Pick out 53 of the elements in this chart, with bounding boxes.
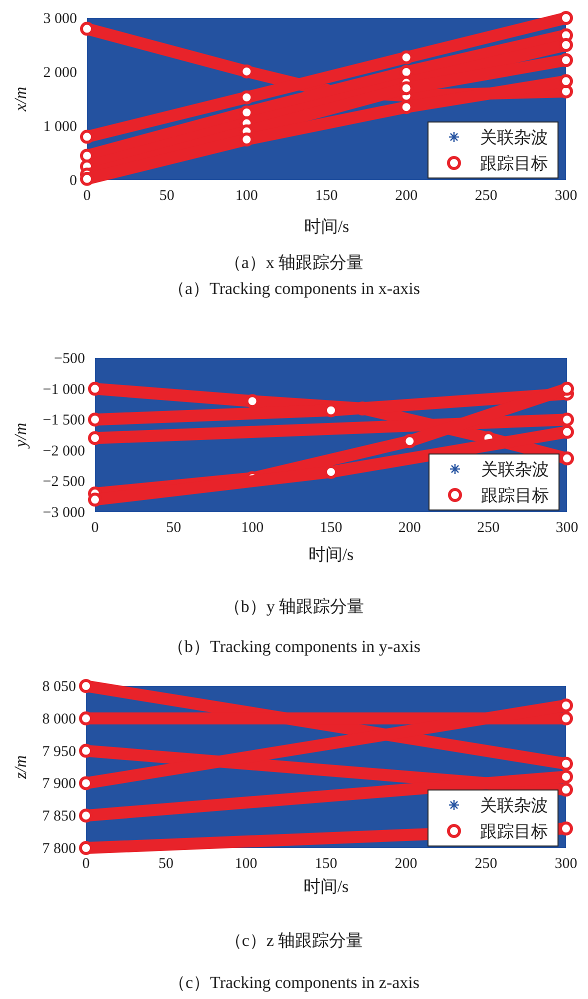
y-tick-label: −2 500 xyxy=(42,474,85,490)
legend-label: 跟踪目标 xyxy=(481,486,549,505)
x-tick-label: 200 xyxy=(395,188,418,204)
text: （a）Tracking components in x-axis xyxy=(168,279,420,298)
y-tick-label: 7 800 xyxy=(42,841,76,857)
text: （c）Tracking components in z-axis xyxy=(168,973,420,992)
x-tick-label: 150 xyxy=(314,856,338,872)
band-label: 关联杂波 xyxy=(480,796,548,815)
x-tick-label: 200 xyxy=(398,520,421,536)
x-tick-label: 50 xyxy=(159,188,174,204)
text: （c）z 轴跟踪分量 xyxy=(224,931,364,950)
y-axis-title: z/m xyxy=(11,755,30,780)
y-axis-title: y/m xyxy=(11,422,30,450)
x-tick-label: 250 xyxy=(474,856,498,872)
x-tick-label: 0 xyxy=(91,520,99,536)
x-axis-title: 时间/s xyxy=(303,877,349,896)
y-tick-label: −500 xyxy=(54,351,85,367)
y-tick-label: 7 950 xyxy=(42,744,76,760)
y-tick-label: 8 050 xyxy=(42,679,76,695)
y-axis-title: x/m xyxy=(11,86,30,112)
y-tick-label: 3 000 xyxy=(43,11,77,27)
legend-label: 跟踪目标 xyxy=(480,154,548,173)
y-tick-label: −3 000 xyxy=(42,505,85,521)
x-tick-label: 300 xyxy=(554,188,578,204)
x-tick-label: 250 xyxy=(477,520,500,536)
x-tick-label: 100 xyxy=(235,188,258,204)
y-tick-label: 8 000 xyxy=(42,711,76,728)
x-axis-title: 时间/s xyxy=(304,217,350,236)
text: （a）x 轴跟踪分量 xyxy=(224,253,364,272)
x-tick-label: 50 xyxy=(166,520,182,536)
legend-label: 跟踪目标 xyxy=(480,822,548,841)
x-tick-label: 100 xyxy=(234,856,258,872)
x-tick-label: 50 xyxy=(158,856,174,872)
y-tick-label: 2 000 xyxy=(43,65,77,81)
x-tick-label: 250 xyxy=(474,188,498,204)
x-tick-label: 300 xyxy=(554,856,578,872)
band-label: 关联杂波 xyxy=(480,128,548,147)
y-tick-label: −1 000 xyxy=(42,382,85,398)
text: （b）y 轴跟踪分量 xyxy=(224,597,364,616)
y-tick-label: −1 500 xyxy=(42,412,85,429)
y-tick-label: 0 xyxy=(70,173,77,189)
x-tick-label: 200 xyxy=(394,856,418,872)
x-tick-label: 100 xyxy=(241,520,264,536)
y-tick-label: −2 000 xyxy=(42,443,85,460)
y-tick-label: 1 000 xyxy=(43,119,77,135)
x-tick-label: 150 xyxy=(315,188,338,204)
x-tick-label: 150 xyxy=(320,520,342,536)
y-tick-label: 7 850 xyxy=(42,808,76,825)
y-tick-label: 7 900 xyxy=(42,776,76,792)
x-tick-label: 300 xyxy=(556,520,578,536)
band-label: 关联杂波 xyxy=(481,460,549,479)
text: （b）Tracking components in y-axis xyxy=(168,637,420,656)
x-axis-title: 时间/s xyxy=(308,545,354,564)
